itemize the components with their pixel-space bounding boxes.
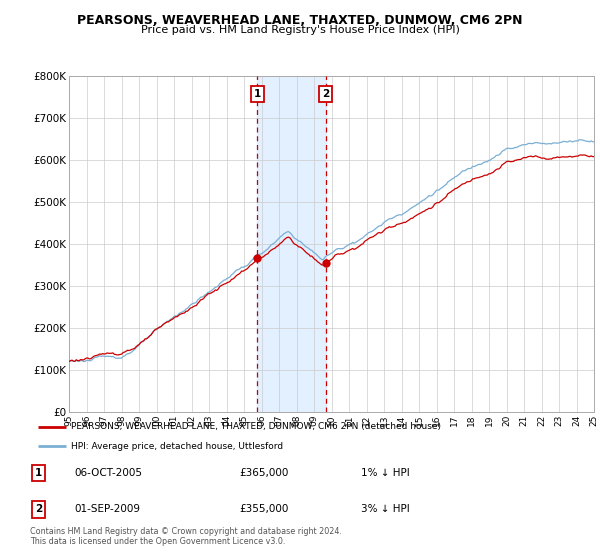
Text: This data is licensed under the Open Government Licence v3.0.: This data is licensed under the Open Gov… xyxy=(30,537,286,546)
Text: 2: 2 xyxy=(322,89,329,99)
Bar xyxy=(257,76,326,412)
Text: 3% ↓ HPI: 3% ↓ HPI xyxy=(361,505,410,515)
Text: Contains HM Land Registry data © Crown copyright and database right 2024.: Contains HM Land Registry data © Crown c… xyxy=(30,528,342,536)
Text: 1: 1 xyxy=(254,89,261,99)
Text: £355,000: £355,000 xyxy=(240,505,289,515)
Text: 1% ↓ HPI: 1% ↓ HPI xyxy=(361,468,410,478)
Text: 06-OCT-2005: 06-OCT-2005 xyxy=(74,468,142,478)
Text: 01-SEP-2009: 01-SEP-2009 xyxy=(74,505,140,515)
Text: Price paid vs. HM Land Registry's House Price Index (HPI): Price paid vs. HM Land Registry's House … xyxy=(140,25,460,35)
Text: PEARSONS, WEAVERHEAD LANE, THAXTED, DUNMOW, CM6 2PN (detached house): PEARSONS, WEAVERHEAD LANE, THAXTED, DUNM… xyxy=(71,422,442,431)
Text: 2: 2 xyxy=(35,505,42,515)
Text: £365,000: £365,000 xyxy=(240,468,289,478)
Text: 1: 1 xyxy=(35,468,42,478)
Text: PEARSONS, WEAVERHEAD LANE, THAXTED, DUNMOW, CM6 2PN: PEARSONS, WEAVERHEAD LANE, THAXTED, DUNM… xyxy=(77,14,523,27)
Text: HPI: Average price, detached house, Uttlesford: HPI: Average price, detached house, Uttl… xyxy=(71,442,284,451)
